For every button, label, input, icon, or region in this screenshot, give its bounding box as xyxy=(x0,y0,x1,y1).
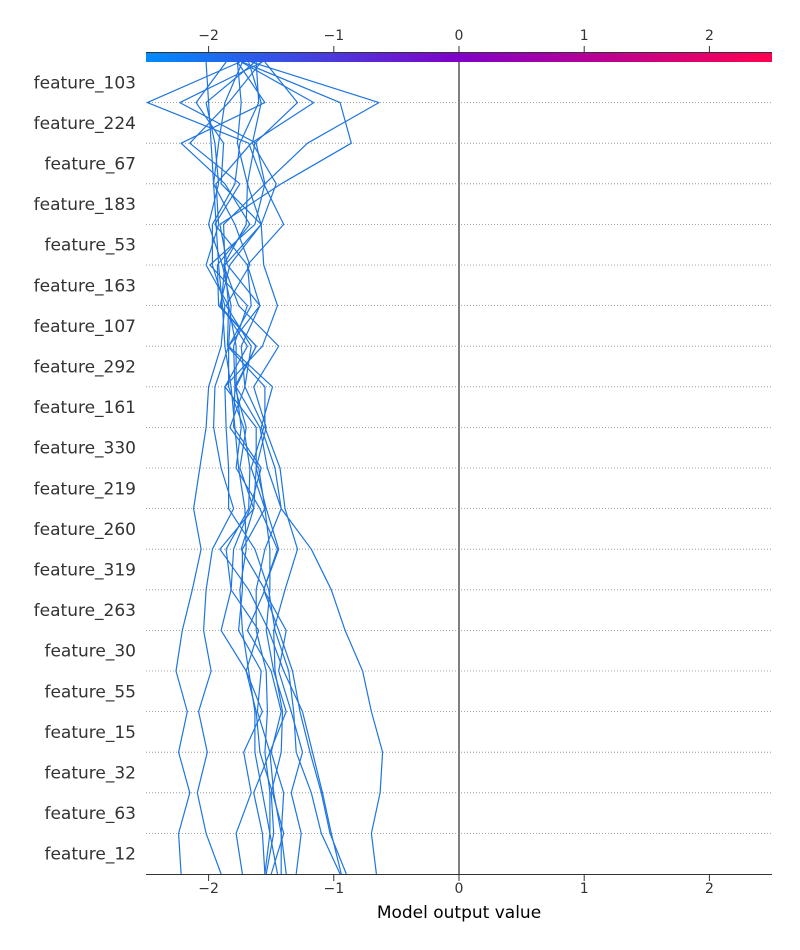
feature-label: feature_260 xyxy=(34,520,136,540)
feature-label: feature_163 xyxy=(34,276,136,296)
feature-label: feature_12 xyxy=(44,845,136,865)
top-tick-label: −1 xyxy=(323,28,344,44)
decision-line-6 xyxy=(195,61,342,875)
top-axis-ticks: −2 −1 0 1 2 xyxy=(198,28,714,53)
decision-line-7 xyxy=(213,61,287,875)
feature-label: feature_103 xyxy=(34,73,136,93)
x-axis-label: Model output value xyxy=(377,903,541,923)
feature-label: feature_183 xyxy=(34,195,136,215)
feature-labels: feature_103 feature_224 feature_67 feature_… xyxy=(34,73,136,864)
top-tick-label: −2 xyxy=(198,28,219,44)
feature-label: feature_224 xyxy=(34,114,136,134)
feature-label: feature_219 xyxy=(34,479,136,499)
feature-label: feature_15 xyxy=(44,723,136,743)
feature-label: feature_263 xyxy=(34,601,136,621)
bottom-tick-label: −1 xyxy=(323,881,344,897)
decision-line-10 xyxy=(223,61,347,875)
decision-lines xyxy=(146,61,384,875)
top-tick-label: 2 xyxy=(705,28,714,44)
decision-line-15 xyxy=(205,61,279,875)
feature-label: feature_330 xyxy=(34,439,136,459)
colorbar xyxy=(146,53,772,62)
decision-line-8 xyxy=(180,61,285,874)
feature-label: feature_319 xyxy=(34,561,136,581)
decision-line-3 xyxy=(179,61,266,875)
bottom-tick-label: 1 xyxy=(580,881,589,897)
feature-label: feature_30 xyxy=(44,642,136,662)
feature-label: feature_292 xyxy=(34,358,136,378)
feature-label: feature_63 xyxy=(44,804,136,824)
decision-line-2 xyxy=(196,61,256,875)
decision-line-5 xyxy=(146,61,285,875)
decision-line-9 xyxy=(219,61,304,875)
decision-line-14 xyxy=(224,61,341,875)
feature-label: feature_107 xyxy=(34,317,136,337)
decision-line-1 xyxy=(175,61,260,875)
feature-label: feature_53 xyxy=(44,236,136,256)
feature-label: feature_55 xyxy=(44,682,136,702)
bottom-axis-ticks: −2 −1 0 1 2 xyxy=(198,874,714,897)
decision-line-11 xyxy=(205,61,384,875)
decision-line-12 xyxy=(223,61,380,875)
feature-label: feature_67 xyxy=(44,155,136,175)
feature-label: feature_161 xyxy=(34,398,136,418)
feature-label: feature_32 xyxy=(44,764,136,784)
top-tick-label: 0 xyxy=(455,28,464,44)
bottom-tick-label: 2 xyxy=(705,881,714,897)
decision-line-13 xyxy=(219,61,352,875)
bottom-tick-label: −2 xyxy=(198,881,219,897)
top-tick-label: 1 xyxy=(580,28,589,44)
bottom-tick-label: 0 xyxy=(455,881,464,897)
